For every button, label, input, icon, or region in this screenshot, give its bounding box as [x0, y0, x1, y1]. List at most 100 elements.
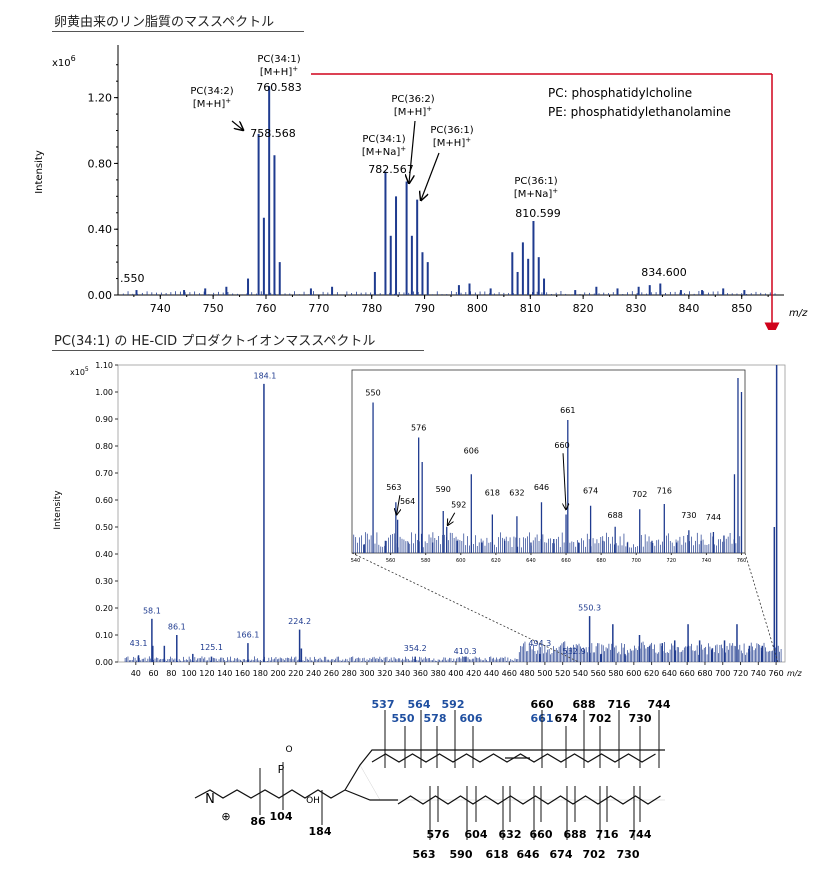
x-tick-label: 320: [377, 669, 392, 678]
positive-charge: ⊕: [221, 810, 230, 823]
inset-peak-label: 576: [411, 424, 426, 433]
x-tick-label: 420: [466, 669, 481, 678]
x-tick-label: 280: [342, 669, 357, 678]
peak-label: 58.1: [143, 606, 161, 615]
top-heading: 卵黄由来のリン脂質のマススペクトル: [54, 15, 275, 30]
peak-annotation: [M+H]+: [193, 97, 231, 110]
upper-fragment-label: 550: [392, 712, 415, 725]
x-tick-label: 760: [768, 669, 783, 678]
peak-label: 184.1: [253, 372, 276, 381]
lower-fragment-label: 744: [629, 828, 652, 841]
y-tick-label: 0.80: [88, 157, 113, 170]
peak-annotation: .550: [120, 272, 145, 285]
headgroup-fragment-label: 86: [250, 815, 266, 828]
zoom-line-left: [351, 552, 579, 663]
peak-annotation: PC(34:2): [190, 86, 233, 97]
x-tick-label: 160: [235, 669, 250, 678]
inset-x-tick-label: 620: [491, 558, 501, 564]
peak-annotation: [M+H]+: [260, 65, 298, 78]
x-tick-label: 740: [751, 669, 766, 678]
peak-annotation: [M+Na]+: [362, 145, 406, 158]
inset-x-tick-label: 540: [351, 558, 361, 564]
arrow-758: [231, 120, 243, 130]
x-tick-label: 100: [182, 669, 197, 678]
inset-arrow-660: [563, 453, 566, 509]
x-tick-label: 120: [199, 669, 214, 678]
lower-fragment-label: 590: [450, 848, 473, 861]
arrow-788: [421, 152, 440, 200]
phosphorus-atom: P: [278, 763, 285, 776]
upper-chain: [344, 749, 665, 791]
inset-frame: [351, 369, 746, 554]
inset-x-tick-label: 680: [596, 558, 606, 564]
x-tick-label: 830: [626, 302, 647, 315]
inset-x-tick-label: 600: [456, 558, 466, 564]
lower-fragment-label: 576: [427, 828, 450, 841]
product-ion-spectrum: 40 60 80 100 120 140 160 180 200 220 240 260 280 300 3…: [53, 361, 802, 678]
y-tick-label: 0.80: [95, 442, 113, 451]
inset-peak-label: 646: [534, 483, 549, 492]
peak-annotation: 760.583: [256, 81, 302, 94]
lower-fragment-label: 632: [499, 828, 522, 841]
x-tick-label: 580: [608, 669, 623, 678]
x-tick-label: 600: [626, 669, 641, 678]
oxygen-atom: O: [285, 745, 292, 755]
y-tick-label: 0.90: [95, 415, 113, 424]
inset-x-tick-label: 640: [526, 558, 536, 564]
x-tick-label: 660: [680, 669, 695, 678]
x-tick-label: 790: [414, 302, 435, 315]
inset-x-tick-label: 660: [561, 558, 571, 564]
x-tick-label: 800: [467, 302, 488, 315]
lower-link: [344, 789, 398, 801]
peak-annotation: 834.600: [641, 266, 687, 279]
inset-peak-label: 660: [554, 441, 569, 450]
peak-annotation: PC(36:1): [514, 176, 557, 187]
lower-fragment-label: 618: [486, 848, 509, 861]
inset-arrow-592: [448, 512, 456, 525]
inset-arrow-564: [397, 495, 400, 514]
lower-fragment-label: 674: [550, 848, 573, 861]
hydroxyl: OH: [306, 796, 320, 806]
x-tick-label: 240: [306, 669, 321, 678]
x-tick-label: 480: [519, 669, 534, 678]
peak-label: 125.1: [200, 643, 223, 652]
x-tick-label: 380: [431, 669, 446, 678]
peak-label: 354.2: [404, 644, 427, 653]
x-tick-label: 720: [733, 669, 748, 678]
x-tick-label: 440: [484, 669, 499, 678]
y-tick-label: 1.00: [95, 388, 113, 397]
y-tick-label: 0.00: [95, 658, 113, 667]
x-tick-label: 40: [131, 669, 141, 678]
y-multiplier-exp: 6: [71, 54, 76, 63]
inset-peak-label: 563: [386, 483, 401, 492]
upper-fragment-label: 744: [648, 698, 671, 711]
x-tick-label: 640: [662, 669, 677, 678]
upper-fragment-label: 578: [424, 712, 447, 725]
peak-label: 410.3: [454, 647, 477, 656]
headgroup-fragment-label: 184: [309, 825, 332, 838]
x-tick-label: 60: [148, 669, 158, 678]
inset-peak-label: 564: [400, 497, 415, 506]
peak-annotation: [M+H]+: [433, 136, 471, 149]
peak-annotation: PC(36:1): [430, 125, 473, 136]
x-tick-label: 140: [217, 669, 232, 678]
inset-peak-label: 618: [485, 488, 500, 497]
x-tick-label: 360: [413, 669, 428, 678]
lower-fragment-label: 660: [530, 828, 553, 841]
y-tick-label: 0.40: [95, 550, 113, 559]
x-tick-label: 750: [203, 302, 224, 315]
lower-fragment-label: 604: [465, 828, 488, 841]
inset-peak-label: 606: [464, 446, 479, 455]
peak-annotation: 810.599: [515, 207, 561, 220]
lower-chain-base: [359, 764, 665, 801]
lower-fragment-label: 702: [583, 848, 606, 861]
x-tick-label: 740: [150, 302, 171, 315]
x-tick-label: 340: [395, 669, 410, 678]
inset-peak-label: 590: [436, 485, 451, 494]
legend-pc: PC: phosphatidylcholine: [548, 86, 692, 100]
sup: +: [292, 65, 298, 73]
x-tick-label: 680: [697, 669, 712, 678]
peak-label: 43.1: [130, 639, 148, 648]
